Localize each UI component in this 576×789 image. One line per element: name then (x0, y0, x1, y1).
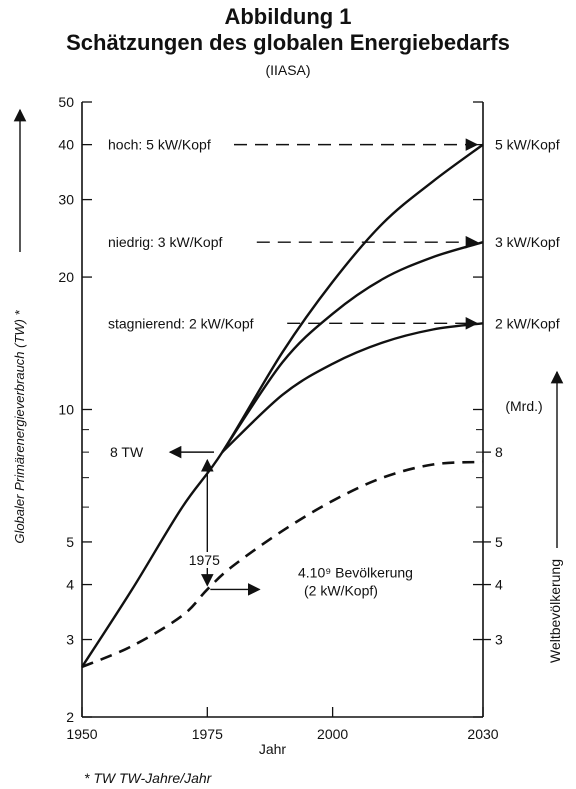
y-tick-label: 50 (58, 94, 74, 110)
series-line-3 (81, 460, 484, 669)
series-line-1 (221, 241, 484, 453)
y-axis-label: Globaler Primärenergieverbrauch (TW) * (12, 309, 27, 543)
y-tick-label: 30 (58, 192, 74, 208)
y2-tick-label: 8 (495, 444, 503, 460)
series-end-label-1: 3 kW/Kopf (495, 234, 560, 250)
y-tick-label: 10 (58, 402, 74, 418)
series-end-label-0: 5 kW/Kopf (495, 137, 560, 153)
annotation-1975: 1975 (189, 552, 220, 568)
chart-source: (IIASA) (265, 62, 311, 78)
x-tick-label: 2030 (467, 726, 498, 742)
annotation-2kw: (2 kW/Kopf) (304, 582, 378, 598)
series-end-label-2: 2 kW/Kopf (495, 315, 560, 331)
y-tick-label: 2 (66, 709, 74, 725)
y2-tick-label: 4 (495, 577, 503, 593)
series-label-0: hoch: 5 kW/Kopf (108, 137, 211, 153)
y2-tick-label: 5 (495, 534, 503, 550)
series-line-0 (80, 143, 484, 668)
y-tick-label: 40 (58, 137, 74, 153)
chart-subtitle: Schätzungen des globalen Energiebedarfs (66, 30, 510, 55)
annotation-8tw: 8 TW (110, 444, 144, 460)
y-tick-label: 5 (66, 534, 74, 550)
x-axis-label: Jahr (259, 741, 287, 757)
x-tick-label: 1975 (192, 726, 223, 742)
annotation-population: 4.10⁹ Bevölkerung (298, 565, 413, 581)
chart-title: Abbildung 1 (224, 4, 352, 29)
series-line-2 (221, 322, 484, 453)
y-tick-label: 4 (66, 577, 74, 593)
series-label-1: niedrig: 3 kW/Kopf (108, 234, 222, 250)
x-tick-label: 2000 (317, 726, 348, 742)
y2-tick-label: 3 (495, 632, 503, 648)
y-tick-label: 3 (66, 632, 74, 648)
y2-unit-label: (Mrd.) (505, 398, 542, 414)
series-label-2: stagnierend: 2 kW/Kopf (108, 315, 254, 331)
y2-axis-label: Weltbevölkerung (547, 559, 563, 663)
x-tick-label: 1950 (66, 726, 97, 742)
y-tick-label: 20 (58, 269, 74, 285)
footnote: * TW TW-Jahre/Jahr (84, 770, 213, 786)
